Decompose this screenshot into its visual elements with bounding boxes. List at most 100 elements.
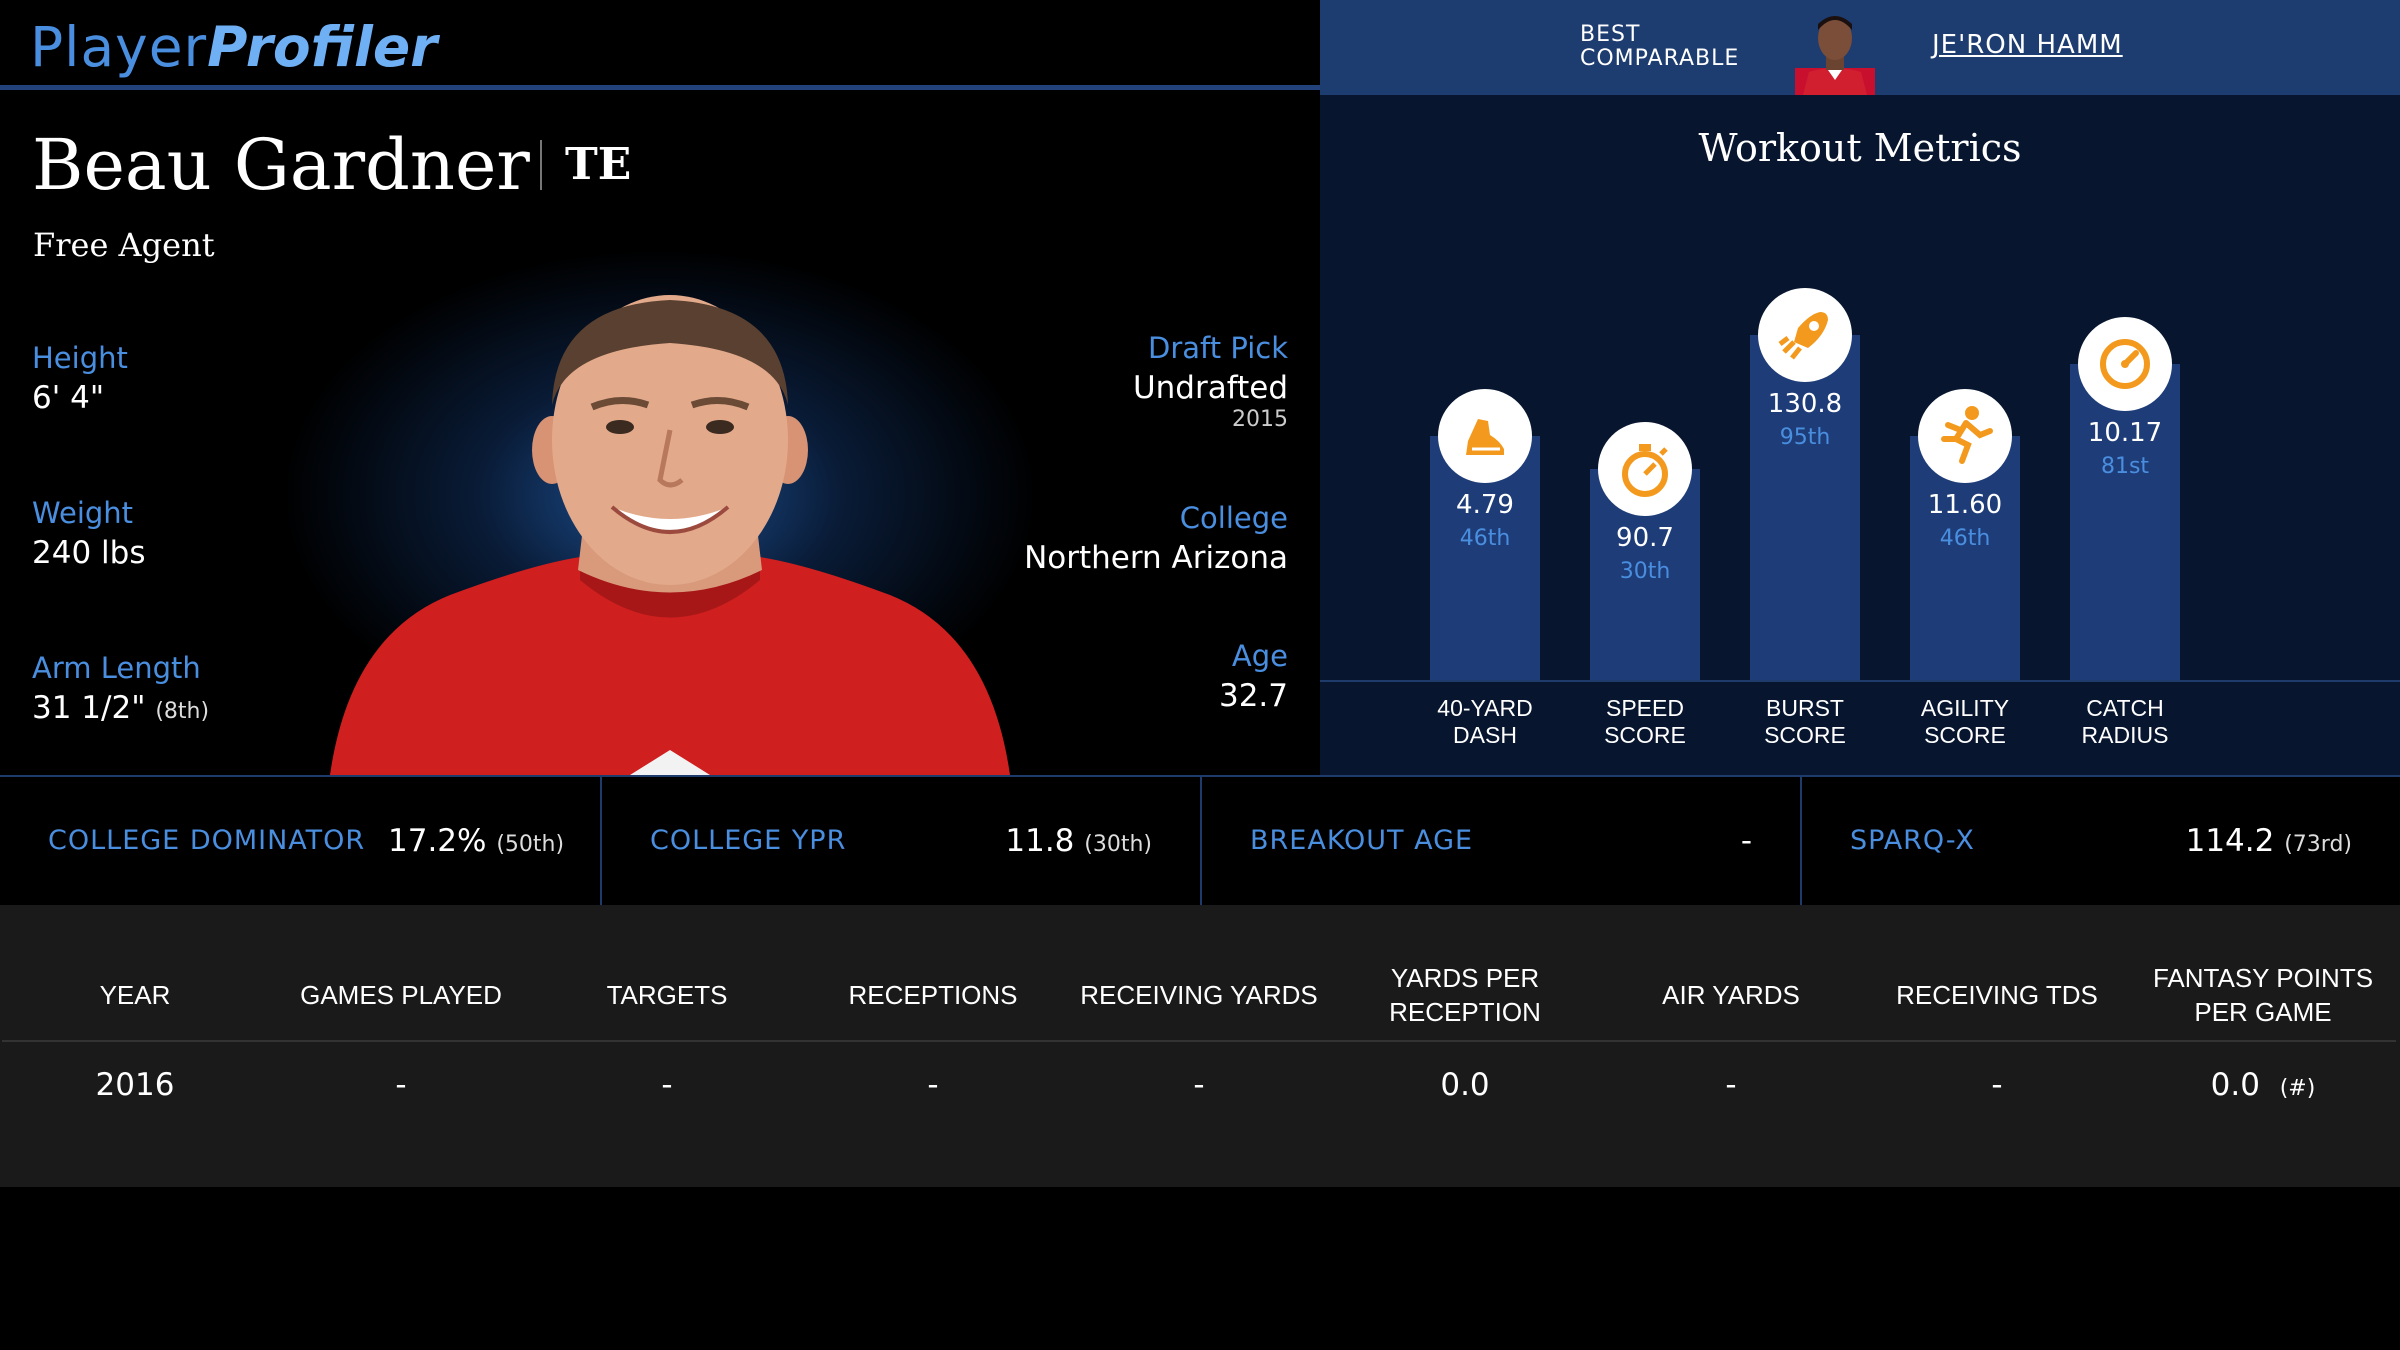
stat-number: 17.2% <box>388 823 487 859</box>
workout-label-line2: DASH <box>1453 722 1517 748</box>
college-stats-strip: COLLEGE DOMINATOR 17.2% (50th) COLLEGE Y… <box>0 775 2400 905</box>
col-header-air-yards[interactable]: AIR YARDS <box>1662 980 1800 1010</box>
stat-number: 114.2 <box>2185 823 2275 859</box>
col-header-targets[interactable]: TARGETS <box>606 980 728 1010</box>
player-team: Free Agent <box>33 226 215 264</box>
stat-rank: (30th) <box>1084 832 1152 857</box>
position-divider <box>540 140 542 190</box>
stat-number: - <box>1740 823 1752 859</box>
cell-year: 2016 <box>95 1067 175 1103</box>
workout-label-line1: AGILITY <box>1920 695 2010 721</box>
cell-air-yards: - <box>1725 1067 1737 1103</box>
player-position: TE <box>565 139 632 190</box>
workout-percentile: 46th <box>1459 525 1511 551</box>
workout-bar-2 <box>1750 335 1860 680</box>
workout-value: 11.60 <box>1927 489 2003 520</box>
workout-value: 10.17 <box>2087 417 2163 448</box>
workout-percentile: 30th <box>1619 558 1671 584</box>
stat-value: 11.8 (30th) <box>1005 823 1152 859</box>
col-header-rec-tds[interactable]: RECEIVING TDS <box>1896 980 2098 1010</box>
workout-label-line2: SCORE <box>1924 722 2006 748</box>
table-divider <box>2 1040 2396 1042</box>
stopwatch-icon <box>1598 421 1692 516</box>
stat-value: 114.2 (73rd) <box>2186 823 2352 859</box>
cell-targets: - <box>661 1067 673 1103</box>
stat-number: 11.8 <box>1005 823 1075 859</box>
height-label: Height <box>32 341 128 375</box>
workout-value: 130.8 <box>1767 389 1843 420</box>
logo-word-player: Player <box>30 15 208 79</box>
col-header-fantasy-ppg[interactable]: FANTASY POINTS PER GAME <box>2152 963 2374 1027</box>
col-header-year[interactable]: YEAR <box>99 980 171 1010</box>
workout-label: 40-YARD DASH <box>1395 695 1575 749</box>
workout-label-line1: SPEED <box>1606 695 1684 721</box>
stat-college-ypr: COLLEGE YPR 11.8 (30th) <box>600 777 1200 905</box>
stat-college-dominator: COLLEGE DOMINATOR 17.2% (50th) <box>0 777 600 905</box>
arm-length-number: 31 1/2" <box>32 690 146 726</box>
college-value: Northern Arizona <box>1024 540 1288 576</box>
cell-fantasy-ppg: 0.0 (#) <box>2130 1060 2396 1110</box>
col-header-rec-yards[interactable]: RECEIVING YARDS <box>1080 980 1318 1010</box>
workout-label-line1: BURST <box>1766 695 1844 721</box>
stat-label: BREAKOUT AGE <box>1250 825 1474 856</box>
arm-length-value: 31 1/2" (8th) <box>32 688 209 732</box>
shoe-icon <box>1438 388 1532 483</box>
draft-year: 2015 <box>1232 407 1288 432</box>
player-headshot <box>330 295 1010 775</box>
stat-sparq-x: SPARQ-X 114.2 (73rd) <box>1800 777 2400 905</box>
best-comparable-label: BEST COMPARABLE <box>1580 23 1780 71</box>
best-label-line2: COMPARABLE <box>1580 46 1740 71</box>
stat-value: - <box>1741 823 1752 859</box>
gauge-icon <box>2078 316 2172 411</box>
cell-ypr: 0.0 <box>1440 1067 1490 1103</box>
workout-percentile: 81st <box>2100 453 2150 479</box>
arm-length-label: Arm Length <box>32 651 201 685</box>
fantasy-ppg-note[interactable]: (#) <box>2279 1076 2316 1101</box>
stat-label: SPARQ-X <box>1850 825 1975 856</box>
arm-length-rank: (8th) <box>155 699 210 724</box>
cell-receptions: - <box>927 1067 939 1103</box>
workout-label: CATCH RADIUS <box>2035 695 2215 749</box>
workout-label-line2: SCORE <box>1604 722 1686 748</box>
draft-pick-label: Draft Pick <box>1148 331 1288 365</box>
player-panel: Beau Gardner TE Free Agent Height 6' 4" … <box>0 95 1320 775</box>
best-comparable-bar: BEST COMPARABLE JE'RON HAMM <box>1320 0 2400 95</box>
stat-rank: (50th) <box>496 832 565 857</box>
age-value: 32.7 <box>1218 678 1288 714</box>
season-stats-table: YEAR GAMES PLAYED TARGETS RECEPTIONS REC… <box>0 905 2400 1187</box>
workout-percentile: 95th <box>1779 425 1831 451</box>
workout-label: AGILITY SCORE <box>1875 695 2055 749</box>
stat-breakout-age: BREAKOUT AGE - <box>1200 777 1800 905</box>
workout-baseline <box>1320 680 2400 682</box>
col-header-ypr[interactable]: YARDS PER RECEPTION <box>1389 963 1541 1027</box>
workout-title: Workout Metrics <box>1698 126 2022 170</box>
col-header-receptions[interactable]: RECEPTIONS <box>848 980 1018 1010</box>
height-value: 6' 4" <box>32 380 105 416</box>
comparable-avatar[interactable] <box>1795 6 1875 95</box>
college-label: College <box>1179 501 1288 535</box>
fantasy-ppg-number: 0.0 <box>2210 1067 2260 1103</box>
stat-rank: (73rd) <box>2284 832 2352 857</box>
best-label-line1: BEST <box>1580 22 1641 47</box>
site-logo[interactable]: PlayerProfiler <box>30 12 437 82</box>
age-label: Age <box>1231 639 1288 673</box>
weight-label: Weight <box>32 496 134 530</box>
workout-label: SPEED SCORE <box>1555 695 1735 749</box>
workout-value: 90.7 <box>1616 522 1674 553</box>
stat-label: COLLEGE YPR <box>650 825 847 856</box>
player-name: Beau Gardner <box>32 124 530 206</box>
cell-rec-tds: - <box>1991 1067 2003 1103</box>
site-header: PlayerProfiler <box>0 0 1320 90</box>
col-header-games[interactable]: GAMES PLAYED <box>300 980 502 1010</box>
workout-label-line1: CATCH <box>2086 695 2164 721</box>
comparable-player-link[interactable]: JE'RON HAMM <box>1932 30 2123 60</box>
workout-bar-4 <box>2070 363 2180 680</box>
workout-percentile: 46th <box>1939 525 1991 551</box>
workout-metrics-panel: Workout Metrics 4.79 46th 40-YARD DASH 90.7 3… <box>1320 95 2400 775</box>
cell-rec-yards: - <box>1193 1067 1205 1103</box>
weight-value: 240 lbs <box>32 535 146 571</box>
workout-label: BURST SCORE <box>1715 695 1895 749</box>
runner-icon <box>1918 388 2012 483</box>
cell-games: - <box>395 1067 407 1103</box>
workout-value: 4.79 <box>1456 489 1514 520</box>
